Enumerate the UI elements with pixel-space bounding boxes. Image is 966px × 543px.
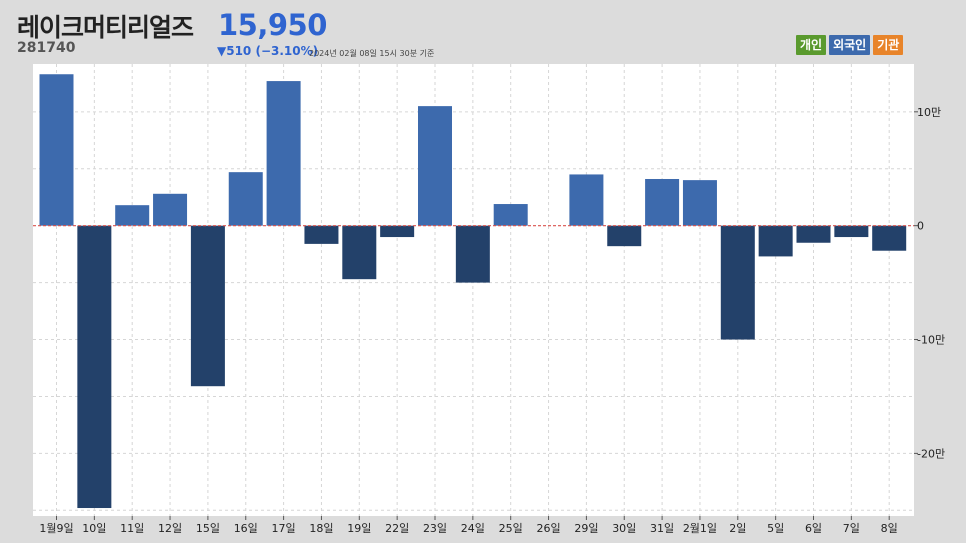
bar[interactable] — [266, 81, 301, 226]
y-tick-label: -20만 — [917, 447, 945, 460]
bar[interactable] — [720, 225, 755, 340]
bar[interactable] — [455, 225, 490, 283]
bar[interactable] — [872, 225, 907, 251]
x-tick-label: 18일 — [309, 521, 333, 535]
y-axis: 10만 0 -10만 -20만 — [914, 106, 945, 460]
bar[interactable] — [228, 172, 263, 226]
y-tick-label: 0 — [917, 220, 924, 233]
x-tick-label: 16일 — [234, 521, 258, 535]
legend-institution[interactable]: 기관 — [873, 35, 904, 55]
stock-price: 15,950 — [218, 8, 327, 42]
bar[interactable] — [682, 180, 717, 226]
x-tick-label: 1월9일 — [39, 521, 73, 535]
x-tick-label: 5일 — [767, 521, 784, 535]
y-tick-label: -10만 — [917, 334, 945, 347]
x-tick-label: 22일 — [385, 521, 409, 535]
bar[interactable] — [153, 193, 188, 226]
x-tick-label: 11일 — [120, 521, 144, 535]
bars — [39, 74, 907, 509]
x-tick-label: 30일 — [612, 521, 636, 535]
x-tick-label: 23일 — [423, 521, 447, 535]
timestamp: 2024년 02월 08일 15시 30분 기준 — [309, 49, 435, 58]
bar[interactable] — [493, 204, 528, 226]
bar[interactable] — [607, 225, 642, 247]
y-tick-label: 10만 — [917, 106, 941, 119]
x-tick-label: 8일 — [881, 521, 898, 535]
x-tick-label: 15일 — [196, 521, 220, 535]
bar[interactable] — [190, 225, 225, 387]
grid-lines — [33, 64, 914, 516]
x-tick-label: 7일 — [843, 521, 860, 535]
stock-code: 281740 — [17, 40, 76, 56]
x-tick-label: 17일 — [272, 521, 296, 535]
legend-foreigner[interactable]: 외국인 — [829, 35, 871, 55]
x-tick-label: 29일 — [574, 521, 598, 535]
stock-name: 레이크머티리얼즈 — [17, 13, 194, 42]
bar[interactable] — [39, 74, 74, 226]
bar[interactable] — [380, 225, 415, 238]
bar[interactable] — [834, 225, 869, 238]
x-axis: 1월9일 10일 11일 12일 15일 16일 17일 18일 19일 22일 23일 24일 25일… — [39, 516, 898, 535]
price-change: ▼510 (−3.10%) — [217, 44, 319, 58]
legend: 개인 외국인 기관 — [796, 35, 904, 55]
bar[interactable] — [304, 225, 339, 244]
x-tick-label: 25일 — [499, 521, 523, 535]
bar[interactable] — [796, 225, 831, 243]
x-tick-label: 26일 — [536, 521, 560, 535]
plot-area — [33, 64, 914, 516]
x-tick-label: 2일 — [729, 521, 746, 535]
bar[interactable] — [77, 225, 112, 509]
bar[interactable] — [418, 106, 452, 226]
x-tick-label: 2월1일 — [683, 521, 717, 535]
x-tick-label: 6일 — [805, 521, 822, 535]
bar[interactable] — [342, 225, 377, 280]
x-tick-label: 12일 — [158, 521, 182, 535]
bar[interactable] — [115, 205, 150, 226]
header: 레이크머티리얼즈 281740 15,950 ▼510 (−3.10%) 202… — [0, 0, 966, 64]
x-tick-label: 31일 — [650, 521, 674, 535]
x-tick-label: 10일 — [82, 521, 106, 535]
bar[interactable] — [569, 174, 604, 226]
legend-individual[interactable]: 개인 — [796, 35, 827, 55]
x-tick-label: 24일 — [461, 521, 485, 535]
x-tick-label: 19일 — [347, 521, 371, 535]
bar[interactable] — [758, 225, 793, 257]
bar[interactable] — [645, 178, 680, 226]
